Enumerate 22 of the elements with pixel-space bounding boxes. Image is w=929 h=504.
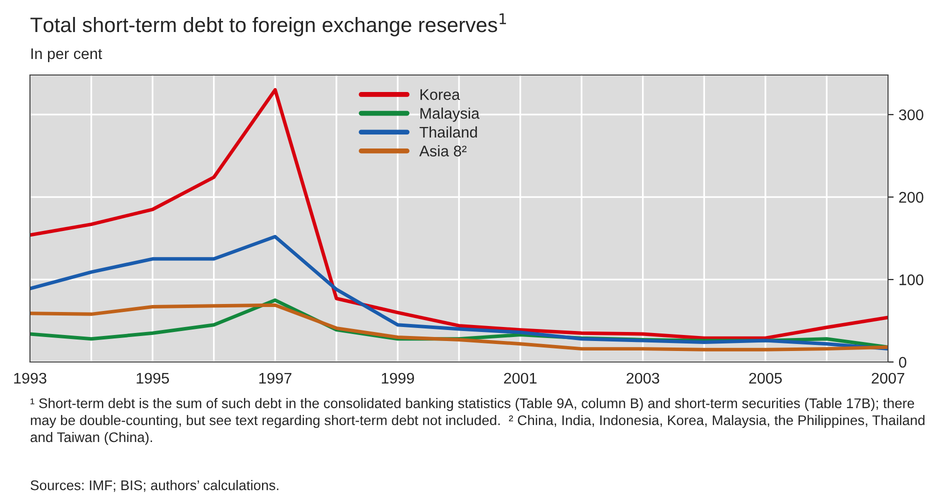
x-tick-label: 2007 [872, 372, 904, 384]
y-tick-label: 300 [899, 109, 924, 120]
x-tick-label: 2001 [504, 372, 537, 384]
y-tick-label: 200 [899, 192, 924, 203]
line-series [30, 88, 888, 340]
chart-title: Total short-term debt to foreign exchange reserves$^{1}$ [30, 13, 506, 36]
y-tick-label: 100 [900, 274, 924, 286]
legend-label: Malaysia [420, 108, 480, 122]
chart-subtitle: In per cent [31, 48, 102, 62]
legend-label: Korea [420, 89, 460, 100]
source-note: Sources: IMF; BIS; authors’ calculations. [30, 480, 278, 492]
legend-label: Asia 8² [419, 145, 467, 156]
x-tick-label: 2005 [749, 372, 782, 384]
line-series [30, 234, 888, 351]
x-tick-label: 1995 [136, 372, 169, 384]
legend-label: Thailand [420, 126, 477, 138]
x-tick-label: 1993 [14, 372, 46, 384]
x-tick-label: 1999 [382, 372, 414, 384]
text: ¹ Short-term debt is the sum of such debt in the consolidated banking statistics (Table 9A, column B) and short-term securities (Table 17B); there may be double-counting, but see text regarding short-term debt not included. ² China, India, Indonesia, Korea, Malaysia, the Philippines, Thailand and Taiwan (China). [30, 398, 924, 445]
y-tick-label: 0 [899, 356, 906, 368]
x-tick-label: 2003 [626, 372, 660, 384]
x-tick-label: 1997 [259, 372, 292, 384]
